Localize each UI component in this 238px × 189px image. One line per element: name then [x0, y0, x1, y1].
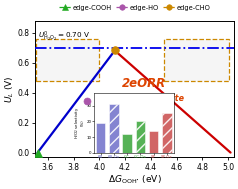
Bar [36, 39, 99, 81]
Text: $U^0_{\mathrm{H_2O_2}}$$=0.70$ V: $U^0_{\mathrm{H_2O_2}}$$=0.70$ V [38, 30, 89, 44]
Text: 2eORR: 2eORR [122, 77, 166, 90]
Legend: edge-COOH, edge-HO, edge-CHO: edge-COOH, edge-HO, edge-CHO [59, 5, 211, 11]
Bar [164, 39, 229, 81]
Text: oxidized graphite: oxidized graphite [105, 94, 184, 103]
X-axis label: $\Delta G_{\mathrm{OOH^{\bullet}}}$ (eV): $\Delta G_{\mathrm{OOH^{\bullet}}}$ (eV) [108, 173, 162, 186]
Y-axis label: $U_L$ (V): $U_L$ (V) [4, 75, 16, 103]
